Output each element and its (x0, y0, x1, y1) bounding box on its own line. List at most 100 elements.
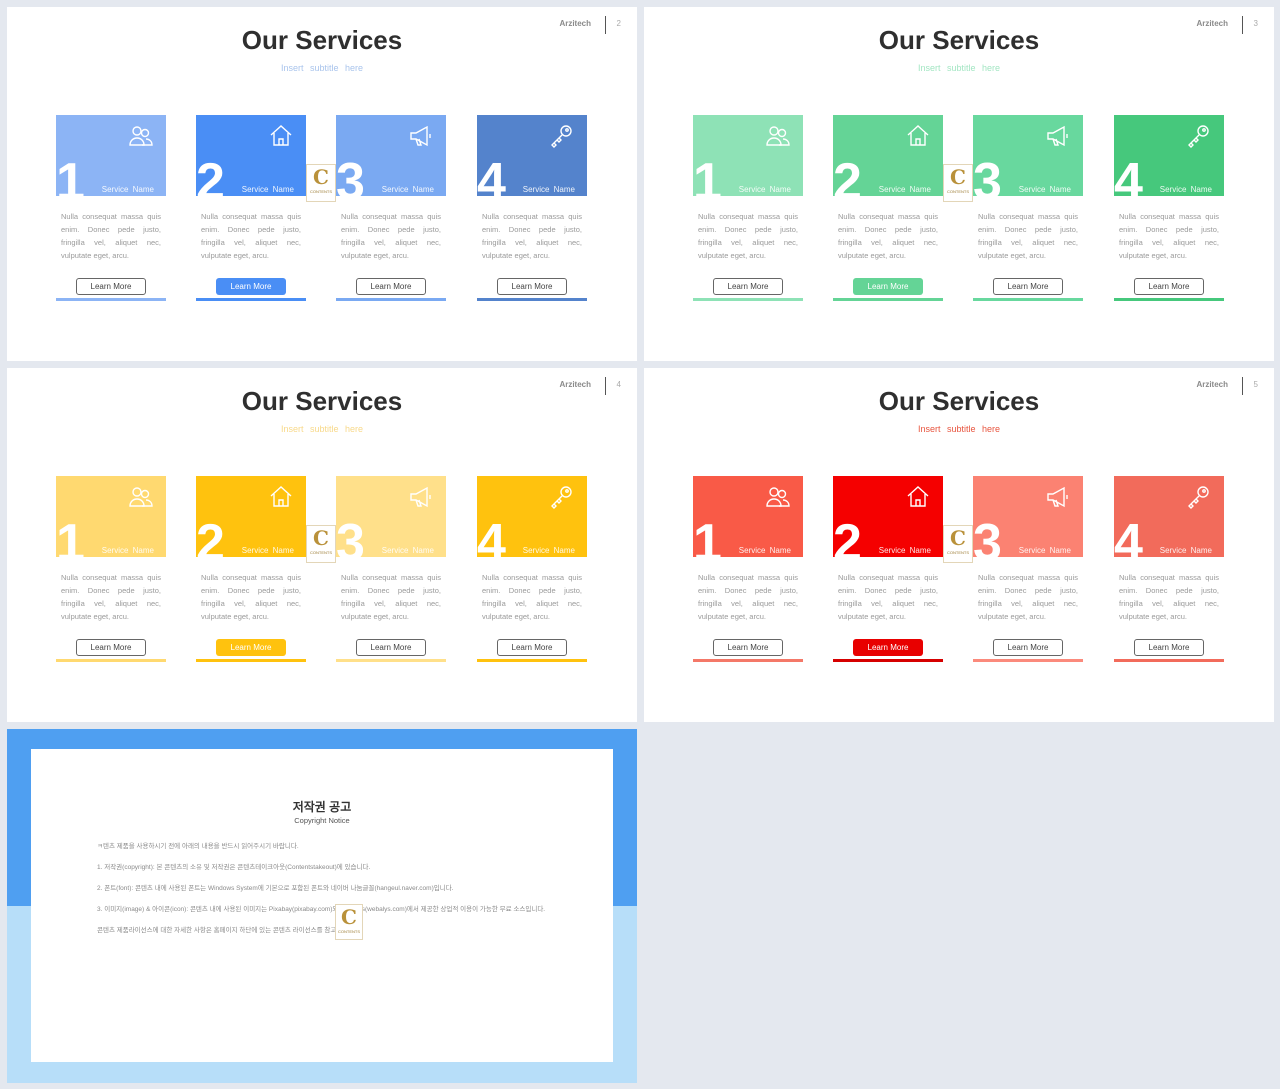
card-bottom-line (693, 298, 803, 301)
card-bottom-line (56, 659, 166, 662)
service-name: Service Name (101, 546, 154, 555)
service-card: 4 Service Name Nulla consequat massa qui… (1114, 115, 1224, 301)
service-tile: 4 Service Name (477, 115, 587, 196)
copyright-paragraph: 3. 이미지(image) & 아이콘(icon): 콘텐츠 내에 사용된 이미… (97, 906, 546, 913)
service-description: Nulla consequat massa quis enim. Donec p… (61, 573, 161, 621)
card-bottom-line (196, 659, 306, 662)
card-bottom-line (477, 659, 587, 662)
learn-more-button[interactable]: Learn More (713, 639, 783, 656)
service-card: 4 Service Name Nulla consequat massa qui… (1114, 476, 1224, 662)
service-number: 1 (693, 153, 722, 196)
card-bottom-line (477, 298, 587, 301)
service-name: Service Name (381, 546, 434, 555)
watermark-text: CONTENTS (947, 189, 969, 194)
brand-name: Arzitech (559, 19, 591, 28)
watermark-letter: C (950, 165, 966, 189)
learn-more-button[interactable]: Learn More (497, 639, 567, 656)
copyright-subtitle: Copyright Notice (294, 816, 350, 825)
watermark-letter: C (313, 526, 329, 550)
service-tile: 4 Service Name (477, 476, 587, 557)
watermark-text: CONTENTS (338, 929, 360, 934)
page-number: 5 (1253, 380, 1258, 389)
home-icon (268, 123, 294, 149)
learn-more-button[interactable]: Learn More (1134, 639, 1204, 656)
service-number: 1 (56, 514, 85, 557)
service-description: Nulla consequat massa quis enim. Donec p… (341, 212, 441, 260)
service-tile: 1 Service Name (56, 115, 166, 196)
service-card: 3 Service Name Nulla consequat massa qui… (973, 476, 1083, 662)
megaphone-icon (408, 123, 434, 149)
slide-subtitle: Insert subtitle here (917, 424, 1001, 434)
service-description: Nulla consequat massa quis enim. Donec p… (482, 212, 582, 260)
key-icon (1186, 484, 1212, 510)
learn-more-button[interactable]: Learn More (853, 639, 923, 656)
service-description: Nulla consequat massa quis enim. Donec p… (201, 573, 301, 621)
service-name: Service Name (522, 546, 575, 555)
card-bottom-line (693, 659, 803, 662)
watermark-text: CONTENTS (947, 550, 969, 555)
learn-more-button[interactable]: Learn More (993, 639, 1063, 656)
watermark-letter: C (950, 526, 966, 550)
service-name: Service Name (878, 185, 931, 194)
service-name: Service Name (878, 546, 931, 555)
card-bottom-line (1114, 298, 1224, 301)
home-icon (268, 484, 294, 510)
service-number: 4 (1114, 514, 1143, 557)
service-description: Nulla consequat massa quis enim. Donec p… (838, 212, 938, 260)
card-bottom-line (1114, 659, 1224, 662)
service-description: Nulla consequat massa quis enim. Donec p… (698, 212, 798, 260)
brand-name: Arzitech (559, 380, 591, 389)
service-number: 1 (693, 514, 722, 557)
learn-more-button[interactable]: Learn More (76, 278, 146, 295)
learn-more-button[interactable]: Learn More (216, 639, 286, 656)
service-name: Service Name (738, 185, 791, 194)
service-name: Service Name (1159, 185, 1212, 194)
learn-more-button[interactable]: Learn More (76, 639, 146, 656)
service-description: Nulla consequat massa quis enim. Donec p… (1119, 573, 1219, 621)
learn-more-button[interactable]: Learn More (497, 278, 567, 295)
service-tile: 1 Service Name (693, 115, 803, 196)
copyright-paragraph: ㅋ텐츠 제품을 사용하시기 전에 아래의 내용을 반드시 읽어주시기 바랍니다. (97, 843, 299, 850)
service-number: 2 (196, 153, 225, 196)
learn-more-button[interactable]: Learn More (713, 278, 783, 295)
learn-more-button[interactable]: Learn More (853, 278, 923, 295)
learn-more-button[interactable]: Learn More (216, 278, 286, 295)
card-bottom-line (833, 659, 943, 662)
service-number: 1 (56, 153, 85, 196)
key-icon (549, 123, 575, 149)
learn-more-button[interactable]: Learn More (1134, 278, 1204, 295)
service-card: 2 Service Name Nulla consequat massa qui… (196, 115, 306, 301)
watermark-logo: C CONTENTS (335, 904, 363, 940)
service-tile: 2 Service Name (196, 115, 306, 196)
users-icon (765, 484, 791, 510)
page-number: 3 (1253, 19, 1258, 28)
copyright-paragraph: 1. 저작권(copyright): 본 콘텐츠의 소유 및 저작권은 콘텐츠테… (97, 864, 371, 871)
slide-title: Our Services (878, 386, 1040, 416)
megaphone-icon (1045, 123, 1071, 149)
service-number: 4 (1114, 153, 1143, 196)
learn-more-button[interactable]: Learn More (356, 278, 426, 295)
services-slide: Arzitech 4 Our Services Insert subtitle her… (7, 368, 637, 722)
service-description: Nulla consequat massa quis enim. Donec p… (1119, 212, 1219, 260)
brand-name: Arzitech (1196, 380, 1228, 389)
service-number: 4 (477, 153, 506, 196)
service-name: Service Name (522, 185, 575, 194)
home-icon (905, 484, 931, 510)
watermark-logo: C CONTENTS (306, 525, 336, 563)
copyright-notice-panel: 저작권 공고 Copyright Notice ㅋ텐츠 제품을 사용하시기 전에… (31, 749, 613, 1062)
megaphone-icon (1045, 484, 1071, 510)
service-description: Nulla consequat massa quis enim. Donec p… (341, 573, 441, 621)
brand-divider (1242, 377, 1243, 395)
card-bottom-line (336, 298, 446, 301)
learn-more-button[interactable]: Learn More (993, 278, 1063, 295)
brand-name: Arzitech (1196, 19, 1228, 28)
service-card: 1 Service Name Nulla consequat massa qui… (56, 476, 166, 662)
megaphone-icon (408, 484, 434, 510)
learn-more-button[interactable]: Learn More (356, 639, 426, 656)
service-card: 1 Service Name Nulla consequat massa qui… (693, 115, 803, 301)
service-number: 2 (833, 514, 862, 557)
card-bottom-line (973, 298, 1083, 301)
service-name: Service Name (1159, 546, 1212, 555)
watermark-letter: C (313, 165, 329, 189)
service-card: 1 Service Name Nulla consequat massa qui… (693, 476, 803, 662)
